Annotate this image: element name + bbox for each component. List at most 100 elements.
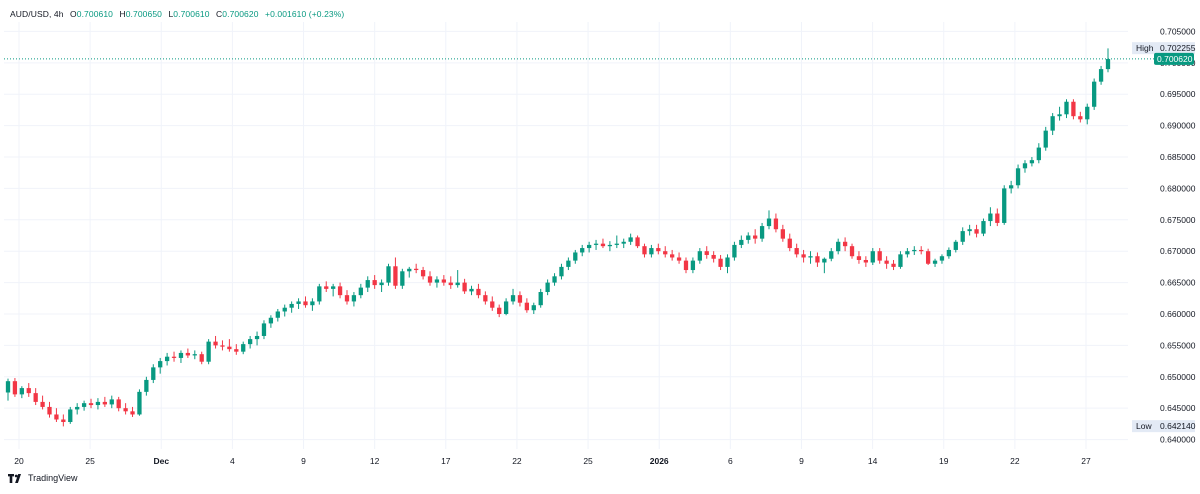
low-marker-bg	[1132, 420, 1195, 433]
candle-body	[829, 251, 834, 259]
candle-body	[649, 248, 654, 255]
candle	[580, 244, 585, 257]
candle-body	[725, 257, 730, 267]
candle-body	[12, 381, 18, 395]
candle	[593, 239, 599, 250]
candle	[1085, 103, 1090, 125]
candle	[469, 285, 474, 296]
legend-timeframe[interactable]: 4h	[53, 9, 64, 19]
candle-body	[310, 301, 315, 306]
candle	[863, 256, 869, 267]
candle-body	[393, 266, 398, 286]
candle	[1092, 78, 1097, 110]
candle	[192, 350, 197, 360]
legend-symbol[interactable]: AUD/USD	[10, 9, 49, 19]
candle	[676, 252, 682, 264]
candle-body	[400, 271, 405, 286]
candle-body	[967, 229, 972, 232]
price-tick-label: 0.670000	[1160, 246, 1196, 256]
candle-body	[109, 399, 114, 405]
candle	[711, 251, 716, 263]
time-tick-label: 19	[939, 456, 949, 466]
last-price-value: 0.700620	[1157, 54, 1193, 64]
candle	[407, 266, 412, 278]
candle	[303, 296, 308, 308]
time-tick-label: 25	[583, 456, 593, 466]
price-tick-label: 0.685000	[1160, 152, 1196, 162]
candle	[600, 238, 606, 249]
grid-lines	[4, 22, 1128, 449]
candle	[566, 257, 571, 271]
candle	[773, 213, 779, 233]
candle-body	[919, 249, 924, 252]
candle	[538, 288, 543, 308]
candle-body	[704, 251, 709, 255]
candle-body	[586, 244, 592, 249]
candle	[746, 232, 751, 244]
candle-body	[1085, 106, 1090, 120]
candle	[822, 257, 827, 274]
candle-body	[213, 341, 218, 346]
price-tick-label: 0.665000	[1160, 278, 1196, 288]
price-tick-label: 0.680000	[1160, 183, 1196, 193]
candle-body	[981, 221, 986, 234]
candle-body	[794, 248, 799, 255]
candle	[753, 229, 758, 244]
candle-body	[386, 266, 391, 283]
candle-body	[137, 391, 142, 415]
candle	[358, 283, 363, 299]
candle-body	[144, 379, 149, 392]
candle	[234, 344, 239, 355]
candle-body	[815, 256, 820, 263]
candle	[780, 224, 785, 242]
candle	[974, 224, 979, 238]
candle-body	[1029, 160, 1035, 164]
candle-body	[1050, 116, 1055, 131]
candle	[739, 235, 744, 249]
candle-body	[282, 307, 287, 312]
legend-high-label: H	[119, 9, 126, 19]
candle-body	[448, 282, 453, 286]
candle	[704, 246, 709, 259]
candle-body	[261, 323, 267, 336]
candle-body	[19, 388, 24, 395]
candle	[732, 241, 737, 261]
candle-body	[427, 276, 433, 283]
candle-body	[185, 352, 191, 356]
candle	[1105, 48, 1111, 73]
candle-body	[676, 257, 682, 261]
candle	[967, 224, 972, 236]
candle-body	[932, 260, 938, 264]
time-axis[interactable]: 20 25 Dec 4 9 12 17 22 25 2026 6 9 14 19 22 27	[14, 456, 1091, 466]
candle-body	[1057, 114, 1062, 117]
candle	[26, 383, 31, 397]
price-axis[interactable]: 0.7050000.7000000.6950000.6900000.685000…	[1160, 26, 1196, 444]
candle	[102, 396, 107, 407]
candle	[116, 396, 121, 412]
candle-body	[490, 301, 495, 308]
price-tick-label: 0.650000	[1160, 372, 1196, 382]
time-tick-label: 22	[1010, 456, 1020, 466]
candle	[310, 298, 315, 311]
candle-body	[614, 243, 619, 245]
candle-body	[1071, 101, 1076, 117]
candle	[1071, 99, 1076, 120]
candle-body	[863, 259, 869, 263]
candle	[164, 352, 170, 366]
candle	[289, 301, 294, 313]
tradingview-logo-icon	[8, 473, 21, 483]
candle-body	[891, 263, 896, 267]
candle-body	[884, 260, 889, 264]
candle	[794, 243, 799, 258]
tradingview-brand[interactable]: TradingView	[8, 473, 78, 483]
candle-body	[663, 251, 668, 255]
candle-body	[158, 361, 163, 368]
candle-body	[642, 246, 647, 255]
candle-body	[254, 335, 260, 340]
candle	[1022, 160, 1028, 173]
price-tick-label: 0.645000	[1160, 403, 1196, 413]
candle-body	[455, 282, 460, 286]
candle	[282, 304, 287, 317]
